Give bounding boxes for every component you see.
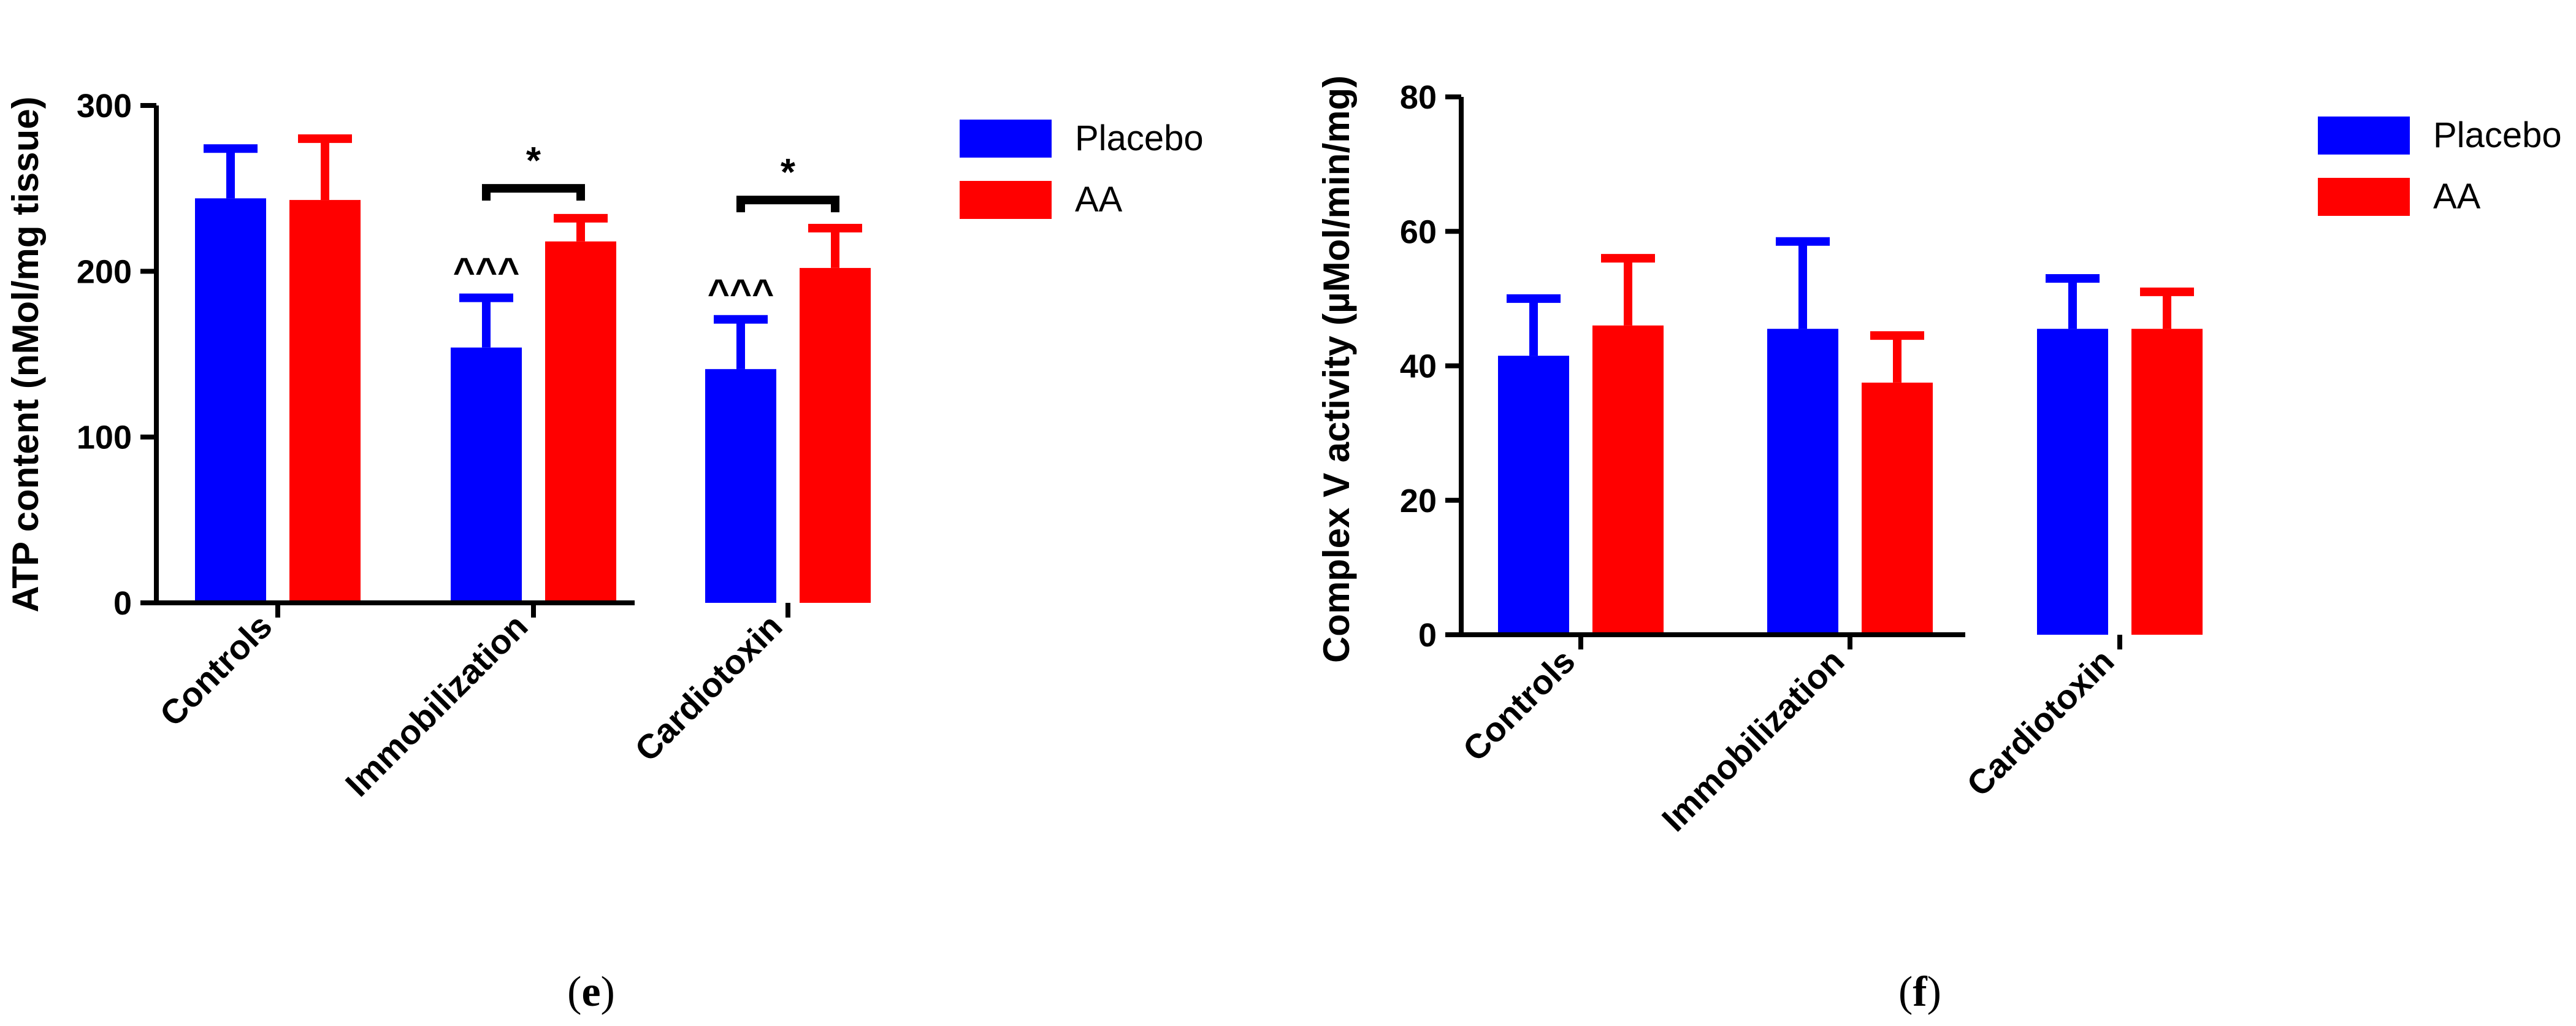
legend-swatch-placebo bbox=[960, 120, 1052, 158]
significance-caret: ^^^ bbox=[453, 251, 520, 293]
legend-swatch-aa bbox=[2318, 178, 2410, 216]
bar-aa-cardiotoxin bbox=[800, 267, 871, 603]
chart-e: 0 100 200 300 Controls Immobilization Cardioto… bbox=[5, 88, 1204, 1016]
legend-label-placebo: Placebo bbox=[2433, 115, 2562, 155]
x-tick-label-controls: Controls bbox=[1455, 641, 1582, 768]
x-tick-label-immobilization: Immobilization bbox=[1654, 641, 1852, 839]
legend-label-placebo: Placebo bbox=[1075, 118, 1204, 158]
bar-placebo-controls bbox=[1498, 356, 1569, 635]
y-tick-label: 20 bbox=[1400, 483, 1437, 519]
bar-placebo-cardiotoxin bbox=[2037, 329, 2108, 635]
y-tick-label: 60 bbox=[1400, 213, 1437, 250]
legend-label-aa: AA bbox=[2433, 177, 2481, 216]
bar-aa-controls bbox=[289, 200, 361, 603]
bar-placebo-immobilization bbox=[1767, 329, 1838, 635]
bar-placebo-immobilization bbox=[451, 347, 522, 603]
x-tick-label-controls: Controls bbox=[152, 607, 279, 733]
y-tick-label: 0 bbox=[113, 585, 132, 622]
bar-placebo-cardiotoxin bbox=[705, 369, 776, 603]
bar-aa-cardiotoxin bbox=[2131, 329, 2203, 635]
significance-bracket bbox=[736, 196, 839, 213]
chart-f: 0 20 40 60 80 Controls Immobilization Cardiotox… bbox=[1316, 75, 2562, 1016]
legend-swatch-placebo bbox=[2318, 117, 2410, 155]
significance-star: * bbox=[781, 151, 796, 194]
panel-label: (f) bbox=[1898, 968, 1941, 1016]
significance-caret: ^^^ bbox=[708, 272, 774, 315]
x-tick-label-immobilization: Immobilization bbox=[338, 607, 535, 804]
bar-placebo-controls bbox=[195, 198, 266, 603]
y-axis-label: ATP content (nMol/mg tissue) bbox=[5, 96, 46, 612]
y-axis-label: Complex V activity (µMol/min/mg) bbox=[1316, 75, 1357, 663]
y-tick-label: 100 bbox=[77, 419, 132, 456]
y-tick-label: 300 bbox=[77, 88, 132, 124]
panel-label: (e) bbox=[567, 968, 615, 1016]
significance-star: * bbox=[526, 140, 541, 182]
x-tick-label-cardiotoxin: Cardiotoxin bbox=[1959, 641, 2122, 804]
bar-aa-immobilization bbox=[1862, 382, 1933, 635]
legend-swatch-aa bbox=[960, 181, 1052, 219]
legend-label-aa: AA bbox=[1075, 180, 1123, 220]
y-tick-label: 0 bbox=[1418, 617, 1437, 654]
y-tick-label: 200 bbox=[77, 253, 132, 290]
x-tick-label-cardiotoxin: Cardiotoxin bbox=[627, 607, 790, 769]
bar-aa-controls bbox=[1592, 325, 1664, 635]
bar-aa-immobilization bbox=[545, 241, 616, 603]
y-tick-label: 80 bbox=[1400, 79, 1437, 116]
y-tick-label: 40 bbox=[1400, 348, 1437, 385]
significance-bracket bbox=[482, 184, 585, 201]
